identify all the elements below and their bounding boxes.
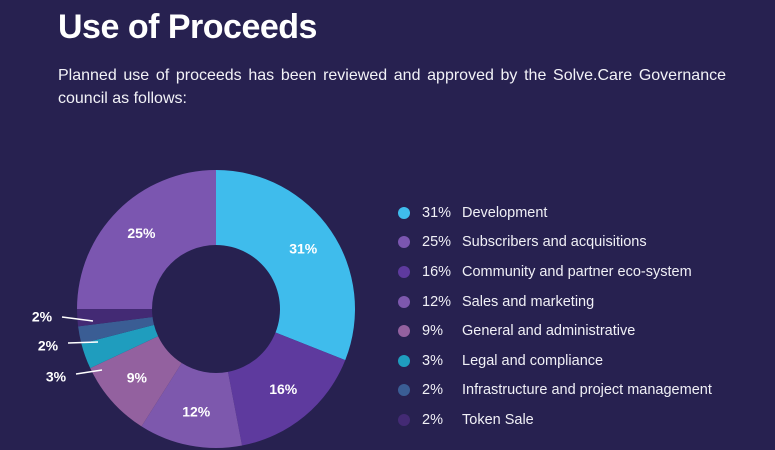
legend-swatch — [398, 413, 410, 426]
slice-label-legal-and-compliance: 3% — [46, 369, 67, 385]
legend-percent: 2% — [422, 411, 443, 428]
legend-percent: 16% — [422, 263, 452, 280]
legend-swatch — [398, 206, 410, 219]
legend-item-subscribers-and-acquisitions: 25% Subscribers and acquisitions — [398, 228, 712, 258]
legend-item-community-and-partner-eco-system: 16% Community and partner eco-system — [398, 257, 712, 287]
legend-label: Subscribers and acquisitions — [462, 234, 647, 251]
legend-swatch — [398, 325, 410, 338]
legend-label: Development — [462, 204, 548, 221]
legend-swatch — [398, 236, 410, 249]
slice-community-and-partner-eco-system — [227, 332, 346, 446]
slice-label-subscribers-and-acquisitions: 25% — [127, 225, 156, 241]
legend-label: Infrastructure and project management — [462, 382, 712, 399]
chart-legend: 31% Development 25% Subscribers and acquisi… — [398, 198, 712, 435]
legend-swatch — [398, 384, 410, 397]
slice-infrastructure-and-project-management — [78, 317, 155, 344]
slice-subscribers-and-acquisitions — [77, 170, 216, 309]
legend-percent: 2% — [422, 382, 443, 399]
leader-line-infrastructure-and-project-management — [67, 341, 99, 344]
slice-development — [216, 170, 355, 361]
legend-swatch — [398, 295, 410, 308]
slice-legal-and-compliance — [81, 324, 159, 369]
intro-text: Planned use of proceeds has been reviewe… — [58, 67, 726, 107]
legend-label: General and administrative — [462, 323, 636, 340]
legend-item-legal-and-compliance: 3% Legal and compliance — [398, 346, 712, 376]
legend-label: Community and partner eco-system — [462, 263, 692, 280]
leader-line-legal-and-compliance — [75, 369, 103, 375]
legend-percent: 12% — [422, 293, 452, 310]
legend-item-development: 31% Development — [398, 198, 712, 228]
legend-label: Legal and compliance — [462, 352, 604, 369]
legend-swatch — [398, 354, 410, 367]
leader-line-token-sale — [61, 316, 94, 322]
legend-percent: 3% — [422, 352, 443, 369]
slice-label-token-sale: 2% — [32, 309, 53, 325]
donut-chart: 31% 16% 12% 9% 3% 2% 2% 25% — [32, 170, 355, 449]
legend-swatch — [398, 265, 410, 278]
legend-percent: 25% — [422, 234, 452, 251]
slice-label-community-and-partner-eco-system: 16% — [269, 381, 298, 397]
legend-item-infrastructure-and-project-management: 2% Infrastructure and project management — [398, 376, 712, 406]
legend-percent: 31% — [422, 204, 452, 221]
slice-label-development: 31% — [289, 240, 318, 256]
legend-label: Sales and marketing — [462, 293, 595, 310]
slice-label-infrastructure-and-project-management: 2% — [38, 338, 59, 354]
legend-item-token-sale: 2% Token Sale — [398, 405, 712, 435]
slice-label-general-and-administrative: 9% — [127, 369, 148, 385]
legend-item-general-and-administrative: 9% General and administrative — [398, 316, 712, 346]
legend-label: Token Sale — [462, 411, 534, 428]
slice-label-sales-and-marketing: 12% — [182, 403, 211, 419]
page-title: Use of Proceeds — [58, 8, 317, 46]
slice-general-and-administrative — [90, 336, 182, 427]
slice-sales-and-marketing — [141, 363, 243, 449]
legend-percent: 9% — [422, 323, 443, 340]
slice-token-sale — [77, 309, 153, 327]
legend-item-sales-and-marketing: 12% Sales and marketing — [398, 287, 712, 317]
